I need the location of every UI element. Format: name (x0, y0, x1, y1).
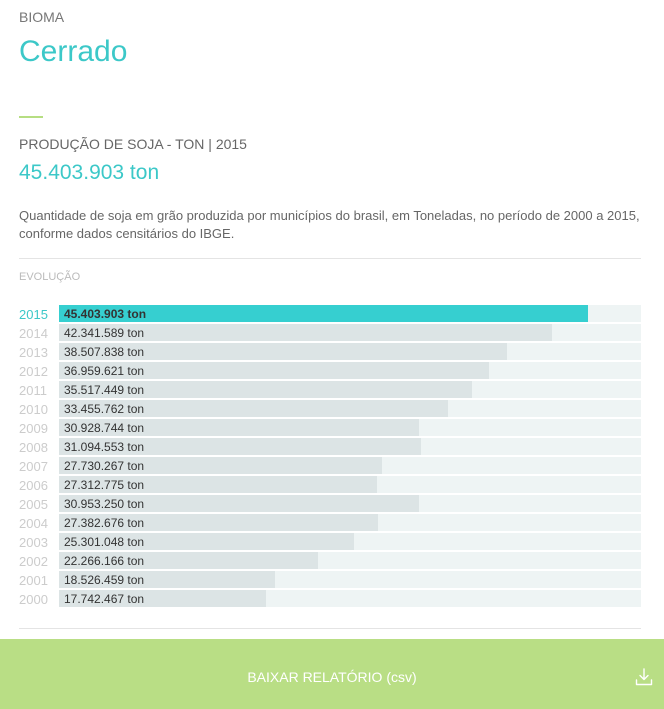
chart-row: 2006 27.312.775 ton (0, 476, 664, 495)
bar-value-label: 18.526.459 ton (64, 573, 145, 587)
chart-row: 2007 27.730.267 ton (0, 457, 664, 476)
chart-row: 2008 31.094.553 ton (0, 438, 664, 457)
year-label: 2002 (19, 554, 48, 569)
bar (59, 571, 275, 588)
download-report-button[interactable]: BAIXAR RELATÓRIO (csv) (0, 639, 664, 709)
bar-value-label: 31.094.553 ton (64, 440, 145, 454)
bar-value-label: 33.455.762 ton (64, 402, 145, 416)
description: Quantidade de soja em grão produzida por… (19, 208, 640, 241)
bar-value-label: 25.301.048 ton (64, 535, 145, 549)
chart-row: 2012 36.959.621 ton (0, 362, 664, 381)
evolution-bar-chart: 2015 45.403.903 ton 2014 42.341.589 ton 2013… (0, 305, 664, 609)
chart-row: 2004 27.382.676 ton (0, 514, 664, 533)
year-label: 2014 (19, 326, 48, 341)
bar (59, 305, 588, 322)
chart-row: 2003 25.301.048 ton (0, 533, 664, 552)
chart-row: 2015 45.403.903 ton (0, 305, 664, 324)
bar (59, 419, 419, 436)
bar (59, 381, 472, 398)
bar-value-label: 42.341.589 ton (64, 326, 145, 340)
divider-bottom (19, 628, 641, 629)
bar (59, 495, 419, 512)
chart-row: 2005 30.953.250 ton (0, 495, 664, 514)
bar (59, 533, 354, 550)
year-label: 2012 (19, 364, 48, 379)
bar-value-label: 30.928.744 ton (64, 421, 145, 435)
download-label: BAIXAR RELATÓRIO (csv) (247, 669, 417, 685)
bar (59, 476, 377, 493)
biome-label: BIOMA (19, 9, 65, 25)
chart-row: 2000 17.742.467 ton (0, 590, 664, 609)
chart-row: 2013 38.507.838 ton (0, 343, 664, 362)
bar (59, 324, 552, 341)
year-label: 2005 (19, 497, 48, 512)
bar-value-label: 17.742.467 ton (64, 592, 145, 606)
year-label: 2009 (19, 421, 48, 436)
biome-name: Cerrado (19, 35, 128, 68)
chart-row: 2010 33.455.762 ton (0, 400, 664, 419)
chart-row: 2002 22.266.166 ton (0, 552, 664, 571)
bar-value-label: 27.730.267 ton (64, 459, 145, 473)
bar-value-label: 45.403.903 ton (64, 307, 147, 321)
metric-label: PRODUÇÃO DE SOJA - TON | 2015 (19, 136, 247, 152)
year-label: 2008 (19, 440, 48, 455)
bar-value-label: 27.382.676 ton (64, 516, 145, 530)
bar (59, 400, 448, 417)
year-label: 2001 (19, 573, 48, 588)
year-label: 2004 (19, 516, 48, 531)
bar (59, 362, 489, 379)
download-icon (635, 668, 653, 686)
year-label: 2010 (19, 402, 48, 417)
metric-value: 45.403.903 ton (19, 161, 160, 184)
bar-value-label: 38.507.838 ton (64, 345, 145, 359)
bar (59, 343, 507, 360)
bar-value-label: 35.517.449 ton (64, 383, 145, 397)
divider-top (19, 258, 641, 259)
year-label: 2007 (19, 459, 48, 474)
accent-dash (19, 116, 43, 118)
year-label: 2013 (19, 345, 48, 360)
chart-row: 2009 30.928.744 ton (0, 419, 664, 438)
bar (59, 438, 421, 455)
bar (59, 514, 378, 531)
chart-row: 2001 18.526.459 ton (0, 571, 664, 590)
chart-row: 2014 42.341.589 ton (0, 324, 664, 343)
bar-value-label: 27.312.775 ton (64, 478, 145, 492)
year-label: 2003 (19, 535, 48, 550)
chart-row: 2011 35.517.449 ton (0, 381, 664, 400)
bar (59, 590, 266, 607)
section-label: EVOLUÇÃO (19, 271, 81, 283)
year-label: 2000 (19, 592, 48, 607)
year-label: 2006 (19, 478, 48, 493)
year-label: 2015 (19, 307, 48, 322)
bar-value-label: 22.266.166 ton (64, 554, 145, 568)
bar (59, 552, 318, 569)
bar-value-label: 36.959.621 ton (64, 364, 145, 378)
year-label: 2011 (19, 383, 47, 398)
bar (59, 457, 382, 474)
bar-value-label: 30.953.250 ton (64, 497, 145, 511)
